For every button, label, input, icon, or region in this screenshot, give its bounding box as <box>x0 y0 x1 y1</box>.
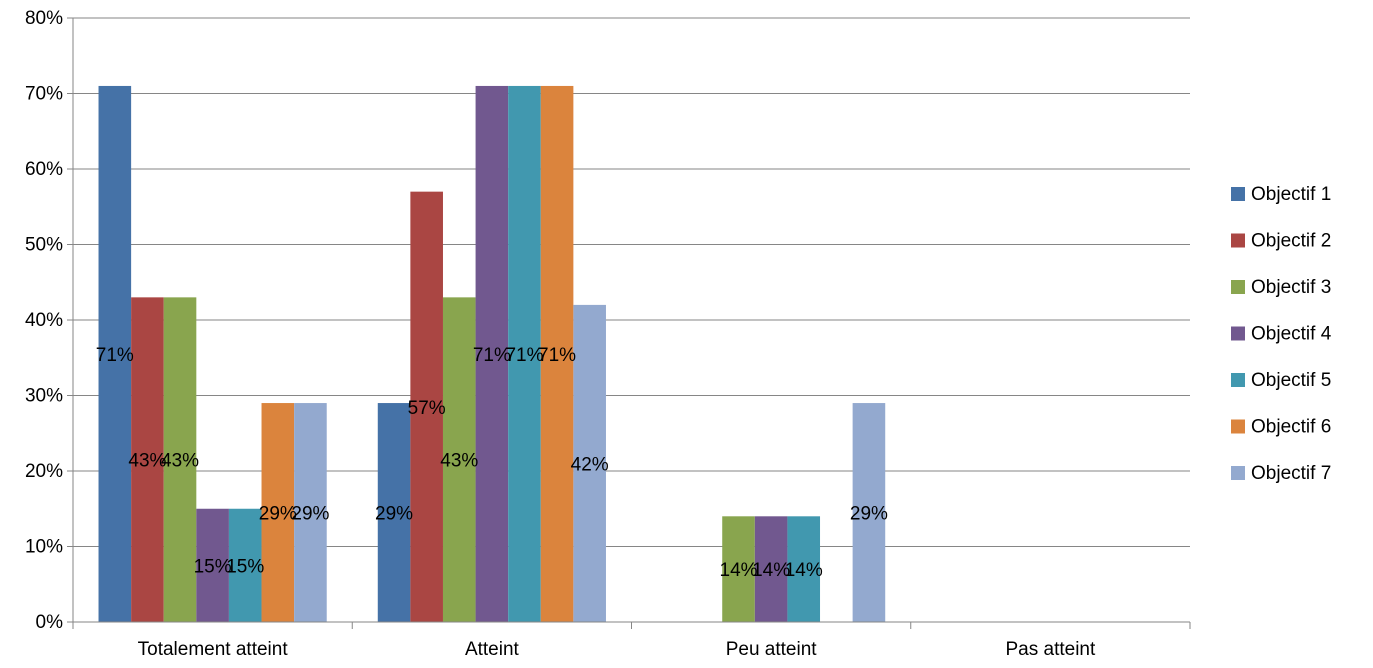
legend-swatch <box>1231 233 1245 248</box>
data-label: 57% <box>408 398 446 419</box>
legend-label: Objectif 7 <box>1251 463 1331 484</box>
legend-label: Objectif 1 <box>1251 184 1331 205</box>
bar <box>787 516 821 622</box>
category-label: Totalement atteint <box>138 639 289 660</box>
bar <box>261 403 295 622</box>
data-label: 14% <box>752 560 790 581</box>
bar <box>508 85 541 622</box>
legend-swatch <box>1231 373 1245 387</box>
bar <box>852 403 886 622</box>
legend-label: Objectif 2 <box>1251 231 1331 252</box>
category-label: Pas atteint <box>1005 639 1095 660</box>
legend-swatch <box>1231 419 1245 434</box>
x-axis-category-labels: Totalement atteint Atteint Peu atteint Pas … <box>138 639 1096 660</box>
bar <box>410 191 443 622</box>
bar <box>196 508 229 622</box>
data-label: 14% <box>785 560 823 581</box>
legend-swatch <box>1231 187 1245 201</box>
legend-swatch <box>1231 326 1245 341</box>
bars <box>98 85 886 622</box>
y-tick-label: 10% <box>25 537 63 558</box>
data-label: 71% <box>473 345 511 366</box>
data-label: 42% <box>571 454 609 475</box>
data-label: 43% <box>161 451 199 472</box>
data-label: 43% <box>128 451 166 472</box>
legend-label: Objectif 5 <box>1251 370 1331 391</box>
y-tick-label: 20% <box>25 461 63 482</box>
bar <box>377 403 411 622</box>
data-label: 15% <box>226 556 264 577</box>
data-label: 29% <box>259 504 297 525</box>
legend-swatch <box>1231 466 1245 480</box>
legend-swatch <box>1231 280 1245 294</box>
bar <box>475 85 509 622</box>
bar <box>228 508 262 622</box>
category-label: Peu atteint <box>726 639 818 660</box>
axes <box>67 17 1191 629</box>
legend-label: Objectif 3 <box>1251 277 1331 298</box>
y-tick-label: 50% <box>25 235 63 256</box>
y-tick-label: 40% <box>25 310 63 331</box>
data-label: 29% <box>291 504 329 525</box>
bar <box>442 297 476 622</box>
legend: Objectif 1 Objectif 2 Objectif 3 Objectif 4… <box>1231 184 1332 484</box>
y-tick-label: 70% <box>25 84 63 105</box>
bar <box>540 85 574 622</box>
bar <box>131 297 164 622</box>
data-label: 15% <box>194 556 232 577</box>
bar <box>294 403 327 622</box>
y-tick-label: 60% <box>25 159 63 180</box>
y-tick-label: 80% <box>25 8 63 29</box>
bar <box>722 516 755 622</box>
data-label: 71% <box>505 345 543 366</box>
legend-label: Objectif 6 <box>1251 417 1331 438</box>
legend-label: Objectif 4 <box>1251 324 1332 345</box>
data-label: 14% <box>720 560 758 581</box>
data-labels: 71%29%43%57%43% 43%14%15%71%14%15%71%14%2… <box>96 345 888 581</box>
bar <box>573 304 606 622</box>
y-axis-tick-labels: 0% 10% 20% 30% 40% 50% 60% 70% 80% <box>25 8 63 633</box>
bar <box>754 516 788 622</box>
category-label: Atteint <box>465 639 520 660</box>
data-label: 71% <box>96 345 134 366</box>
bar <box>98 85 132 622</box>
data-label: 43% <box>440 451 478 472</box>
y-tick-label: 0% <box>36 612 64 633</box>
data-label: 71% <box>538 345 576 366</box>
y-tick-label: 30% <box>25 386 63 407</box>
data-label: 29% <box>850 504 888 525</box>
data-label: 29% <box>375 504 413 525</box>
bar <box>163 297 197 622</box>
